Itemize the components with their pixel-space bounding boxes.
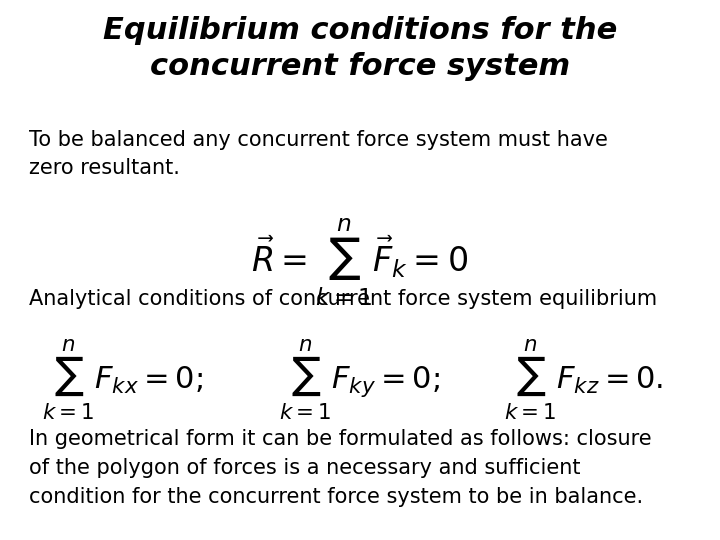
Text: $\sum_{k=1}^{n} F_{kz} = 0.$: $\sum_{k=1}^{n} F_{kz} = 0.$ xyxy=(503,338,663,422)
Text: In geometrical form it can be formulated as follows: closure
of the polygon of f: In geometrical form it can be formulated… xyxy=(29,429,652,507)
Text: Analytical conditions of concurrent force system equilibrium: Analytical conditions of concurrent forc… xyxy=(29,289,657,309)
Text: Equilibrium conditions for the
concurrent force system: Equilibrium conditions for the concurren… xyxy=(103,16,617,81)
Text: $\vec{R} = \sum_{k=1}^{n} \vec{F}_k = 0$: $\vec{R} = \sum_{k=1}^{n} \vec{F}_k = 0$ xyxy=(251,216,469,307)
Text: $\sum_{k=1}^{n} F_{kx} = 0;$: $\sum_{k=1}^{n} F_{kx} = 0;$ xyxy=(42,338,203,422)
Text: $\sum_{k=1}^{n} F_{ky} = 0;$: $\sum_{k=1}^{n} F_{ky} = 0;$ xyxy=(279,338,441,422)
Text: To be balanced any concurrent force system must have
zero resultant.: To be balanced any concurrent force syst… xyxy=(29,130,608,178)
